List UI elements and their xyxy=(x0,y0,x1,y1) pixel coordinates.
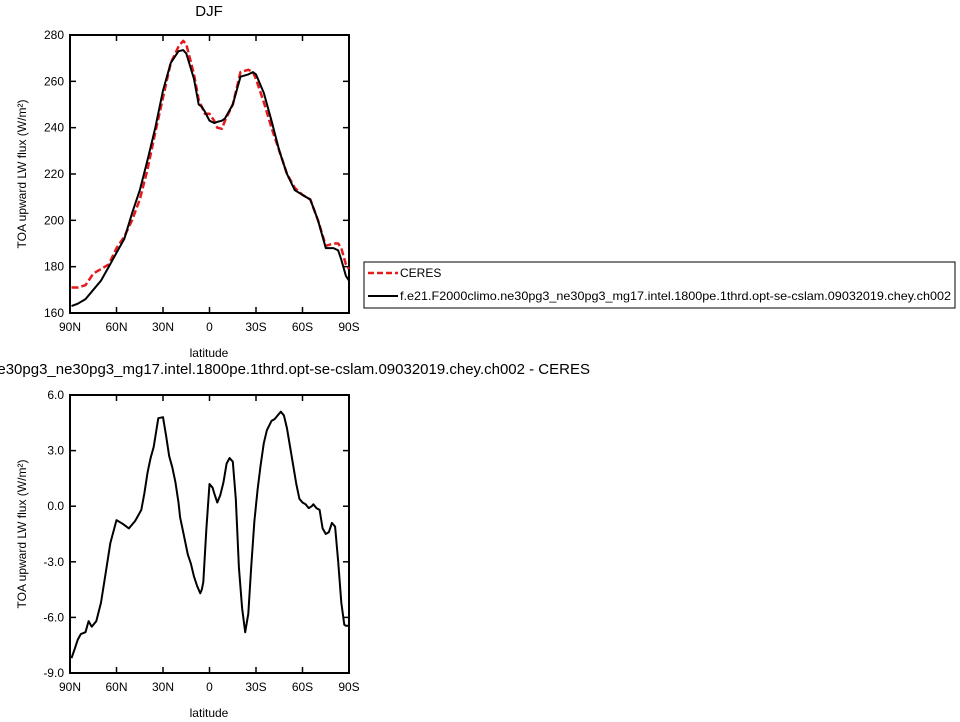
x-tick-label: 90N xyxy=(59,320,81,334)
x-tick-label: 60S xyxy=(292,680,313,694)
y-tick-label: 180 xyxy=(44,260,64,274)
top-chart-panel: DJF 160 180 200 220 240 260 280 90N 60N 30N 0 30S 6… xyxy=(15,3,956,360)
y-tick-label: -9.0 xyxy=(43,666,64,680)
x-tick-label: 90N xyxy=(59,680,81,694)
top-x-axis-label: latitude xyxy=(190,346,229,360)
top-y-axis-label: TOA upward LW flux (W/m²) xyxy=(15,100,29,249)
y-tick-label: 260 xyxy=(44,74,64,88)
x-tick-label: 30N xyxy=(152,680,174,694)
bottom-chart-title: f.e21.F2000climo.ne30pg3_ne30pg3_mg17.in… xyxy=(0,361,590,378)
y-tick-label: -6.0 xyxy=(43,610,64,624)
y-tick-label: 280 xyxy=(44,28,64,42)
bottom-chart-panel: f.e21.F2000climo.ne30pg3_ne30pg3_mg17.in… xyxy=(0,361,590,720)
y-tick-label: 240 xyxy=(44,121,64,135)
x-tick-label: 60S xyxy=(292,320,313,334)
legend: CERES f.e21.F2000climo.ne30pg3_ne30pg3_m… xyxy=(363,261,956,309)
legend-label-model: f.e21.F2000climo.ne30pg3_ne30pg3_mg17.in… xyxy=(400,289,951,303)
x-tick-label: 0 xyxy=(206,680,213,694)
y-tick-label: 160 xyxy=(44,306,64,320)
x-tick-label: 60N xyxy=(105,320,127,334)
y-tick-label: 3.0 xyxy=(47,444,64,458)
top-chart-title: DJF xyxy=(195,3,223,20)
y-tick-label: 220 xyxy=(44,167,64,181)
x-tick-label: 30S xyxy=(245,320,266,334)
x-tick-label: 30N xyxy=(152,320,174,334)
legend-label-ceres: CERES xyxy=(400,266,441,280)
x-tick-label: 90S xyxy=(338,320,359,334)
x-tick-label: 30S xyxy=(245,680,266,694)
bottom-y-axis-label: TOA upward LW flux (W/m²) xyxy=(15,460,29,609)
y-tick-label: 6.0 xyxy=(47,388,64,402)
legend-box xyxy=(363,261,956,309)
series-line-difference xyxy=(70,410,349,659)
x-tick-label: 90S xyxy=(338,680,359,694)
bottom-x-axis-label: latitude xyxy=(190,706,229,720)
y-tick-label: 0.0 xyxy=(47,499,64,513)
x-tick-label: 60N xyxy=(105,680,127,694)
x-tick-label: 0 xyxy=(206,320,213,334)
series-line-model xyxy=(71,49,350,308)
y-tick-label: 200 xyxy=(44,213,64,227)
y-tick-label: -3.0 xyxy=(43,555,64,569)
